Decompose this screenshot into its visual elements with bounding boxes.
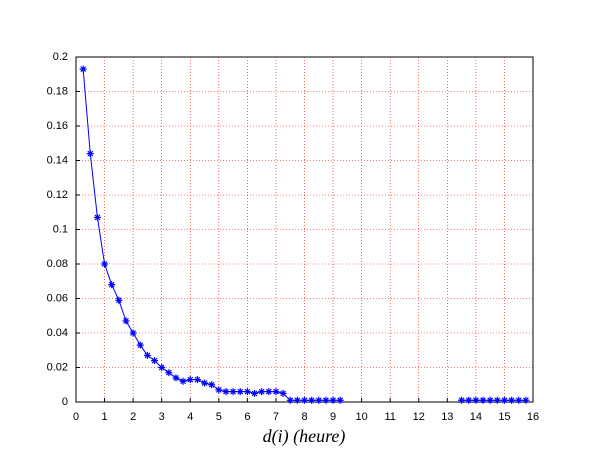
y-tick-label: 0.2 bbox=[53, 51, 68, 63]
x-tick-label: 15 bbox=[498, 411, 510, 423]
x-tick-label: 7 bbox=[273, 411, 279, 423]
marker bbox=[522, 396, 530, 404]
x-tick-label: 3 bbox=[159, 411, 165, 423]
x-axis-label: d(i) (heure) bbox=[263, 426, 346, 447]
marker bbox=[108, 281, 116, 289]
marker bbox=[201, 379, 209, 387]
marker bbox=[122, 317, 130, 325]
y-tick-label: 0.18 bbox=[47, 85, 68, 97]
marker bbox=[251, 389, 259, 397]
x-tick-label: 1 bbox=[102, 411, 108, 423]
x-tick-label: 8 bbox=[301, 411, 307, 423]
marker bbox=[229, 388, 237, 396]
marker bbox=[158, 364, 166, 371]
marker bbox=[301, 396, 308, 404]
y-tick-label: 0 bbox=[62, 396, 68, 408]
marker bbox=[79, 65, 87, 73]
x-tick-label: 9 bbox=[330, 411, 336, 423]
marker bbox=[93, 213, 101, 221]
marker bbox=[322, 396, 330, 404]
marker bbox=[215, 386, 223, 394]
y-tick-label: 0.16 bbox=[47, 120, 68, 132]
marker bbox=[258, 388, 266, 396]
marker bbox=[465, 396, 473, 404]
marker bbox=[115, 296, 123, 304]
marker bbox=[243, 388, 251, 396]
y-tick-label: 0.08 bbox=[47, 258, 68, 270]
marker bbox=[186, 376, 194, 384]
marker bbox=[101, 260, 109, 268]
marker bbox=[515, 396, 523, 404]
marker bbox=[279, 389, 287, 397]
marker bbox=[86, 150, 94, 158]
marker bbox=[286, 396, 294, 404]
x-tick-label: 13 bbox=[441, 411, 453, 423]
marker bbox=[208, 381, 216, 389]
marker bbox=[329, 396, 337, 404]
marker bbox=[129, 329, 137, 337]
marker bbox=[236, 388, 244, 396]
x-tick-label: 11 bbox=[384, 411, 395, 423]
x-tick-label: 6 bbox=[244, 411, 250, 423]
marker bbox=[179, 377, 187, 385]
x-tick-label: 10 bbox=[356, 411, 368, 423]
x-tick-label: 5 bbox=[216, 411, 222, 423]
marker bbox=[265, 388, 273, 396]
marker bbox=[458, 396, 466, 404]
y-tick-label: 0.14 bbox=[47, 154, 68, 166]
marker bbox=[336, 396, 344, 404]
x-tick-label: 0 bbox=[73, 411, 79, 423]
marker bbox=[479, 396, 487, 404]
marker bbox=[293, 396, 301, 404]
marker bbox=[272, 388, 280, 396]
marker bbox=[222, 388, 230, 396]
marker bbox=[172, 374, 180, 382]
marker bbox=[508, 396, 516, 404]
x-tick-label: 14 bbox=[470, 411, 482, 423]
marker bbox=[151, 357, 159, 365]
marker bbox=[500, 396, 508, 404]
marker bbox=[315, 396, 323, 404]
marker bbox=[136, 341, 144, 349]
marker bbox=[308, 396, 316, 404]
marker bbox=[472, 396, 480, 404]
marker bbox=[493, 396, 501, 404]
x-tick-label: 12 bbox=[413, 411, 425, 423]
y-tick-label: 0.06 bbox=[47, 292, 68, 304]
marker bbox=[165, 369, 173, 377]
y-tick-label: 0.12 bbox=[47, 189, 68, 201]
marker bbox=[143, 351, 151, 359]
y-tick-label: 0.04 bbox=[47, 327, 68, 339]
x-tick-label: 16 bbox=[527, 411, 539, 423]
x-tick-label: 4 bbox=[187, 411, 193, 423]
marker bbox=[486, 396, 494, 404]
marker bbox=[193, 376, 201, 384]
x-tick-label: 2 bbox=[130, 411, 136, 423]
y-tick-label: 0.1 bbox=[53, 223, 68, 235]
y-tick-label: 0.02 bbox=[47, 361, 68, 373]
